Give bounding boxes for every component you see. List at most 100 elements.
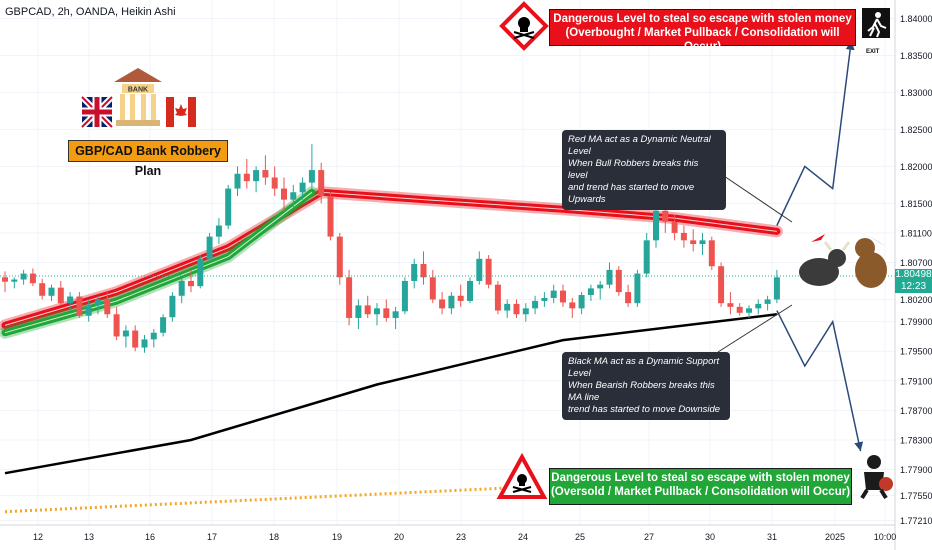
candle-body: [708, 240, 715, 267]
exit-label: EXIT: [866, 49, 880, 55]
candle-body: [522, 308, 529, 315]
candle-body: [113, 314, 120, 337]
candle-body: [615, 269, 622, 293]
candle-body: [773, 277, 780, 300]
x-tick-label: 20: [394, 532, 404, 542]
red-ma-callout: Red MA act as a Dynamic Neutral Level Wh…: [562, 130, 726, 210]
callout-line: Red MA act as a Dynamic Neutral Level: [568, 134, 711, 157]
candle-body: [476, 258, 483, 281]
candle-body: [690, 240, 697, 245]
y-tick-label: 1.80200: [900, 295, 932, 305]
candle-body: [234, 173, 241, 189]
orange-ma-line: [4, 486, 508, 514]
candle-body: [513, 303, 520, 315]
candle-body: [429, 277, 436, 300]
candle-body: [178, 280, 185, 296]
black-ma-callout: Black MA act as a Dynamic Support Level …: [562, 352, 730, 420]
current-price-tag: 1.80498 12:23: [895, 269, 932, 293]
candle-body: [253, 170, 260, 182]
y-tick-label: 1.83000: [900, 88, 932, 98]
warning-line-2: (Oversold / Market Pullback / Consolidat…: [550, 486, 851, 498]
candle-body: [457, 295, 464, 301]
y-tick-label: 1.82500: [900, 125, 932, 135]
bank-icon: BANK: [114, 68, 162, 126]
x-tick-label: 23: [456, 532, 466, 542]
bar-countdown: 12:23: [900, 281, 927, 292]
candle-body: [188, 280, 194, 287]
candle-body: [467, 280, 473, 301]
candle-body: [764, 299, 771, 304]
x-tick-label: 16: [145, 532, 155, 542]
candle-body: [662, 210, 669, 222]
candles: [2, 144, 780, 353]
svg-text:BANK: BANK: [128, 87, 148, 94]
current-price: 1.80498: [895, 269, 932, 280]
candle-body: [271, 177, 278, 189]
y-tick-label: 1.80700: [900, 258, 932, 268]
candle-body: [85, 305, 92, 316]
robber-icon: [860, 455, 893, 500]
oversold-warning-box: Dangerous Level to steal so escape with …: [549, 468, 852, 505]
bullish-projection-arrow: [776, 40, 855, 226]
candle-body: [215, 225, 222, 237]
candle-body: [736, 306, 743, 313]
candle-body: [374, 308, 380, 315]
candle-body: [122, 330, 129, 337]
callout-line: trend has started to move Downside: [568, 404, 721, 415]
green-ma-line-center: [4, 191, 313, 334]
candle-body: [755, 303, 762, 309]
x-tick-label: 12: [33, 532, 43, 542]
callout-line: When Bearish Robbers breaks this MA line: [568, 380, 715, 403]
candle-body: [160, 317, 167, 333]
black-ma-line: [4, 313, 778, 475]
x-tick-label: 18: [269, 532, 279, 542]
y-tick-label: 1.79900: [900, 317, 932, 327]
candle-body: [653, 210, 659, 241]
candle-body: [718, 266, 725, 304]
bull-bear-icon: [799, 234, 887, 288]
uk-flag-icon: [79, 94, 115, 130]
candle-body: [485, 258, 492, 285]
green-ma-band: [0, 186, 318, 339]
candle-body: [206, 236, 213, 259]
candle-body: [364, 305, 371, 315]
y-tick-label: 1.83500: [900, 51, 932, 61]
bearish-projection-arrow: [776, 310, 864, 452]
warning-line-1: Dangerous Level to steal so escape with …: [553, 13, 852, 25]
candle-body: [318, 170, 325, 196]
candle-body: [392, 311, 399, 318]
y-tick-label: 1.81100: [900, 228, 932, 238]
candle-body: [420, 263, 427, 278]
candle-body: [401, 280, 408, 312]
candle-body: [550, 290, 557, 298]
candle-body: [439, 299, 446, 309]
candle-body: [95, 299, 101, 306]
candle-body: [243, 173, 250, 182]
candle-body: [48, 287, 55, 296]
candle-body: [494, 284, 501, 311]
y-tick-label: 1.78300: [900, 435, 932, 445]
candle-body: [746, 308, 752, 313]
candle-body: [699, 240, 706, 245]
candle-body: [625, 292, 632, 304]
candle-body: [281, 188, 287, 200]
candle-body: [346, 277, 353, 318]
candle-body: [299, 182, 306, 193]
skull-warning-icon: [496, 452, 548, 499]
candle-body: [643, 240, 650, 274]
plan-label: GBP/CAD Bank Robbery Plan: [68, 140, 228, 178]
x-tick-label: 2025: [825, 532, 845, 542]
candle-body: [560, 290, 566, 303]
callout-line: When Bull Robbers breaks this level: [568, 158, 699, 181]
y-tick-label: 1.77210: [900, 516, 932, 526]
candle-body: [532, 300, 539, 309]
candle-body: [727, 303, 734, 307]
overbought-warning-box: Dangerous Level to steal so escape with …: [549, 9, 856, 53]
x-tick-label: 19: [332, 532, 342, 542]
callout-line: and trend has started to move Upwards: [568, 182, 695, 205]
y-tick-label: 1.84000: [900, 14, 932, 24]
candle-body: [11, 279, 18, 282]
candle-body: [606, 269, 613, 285]
